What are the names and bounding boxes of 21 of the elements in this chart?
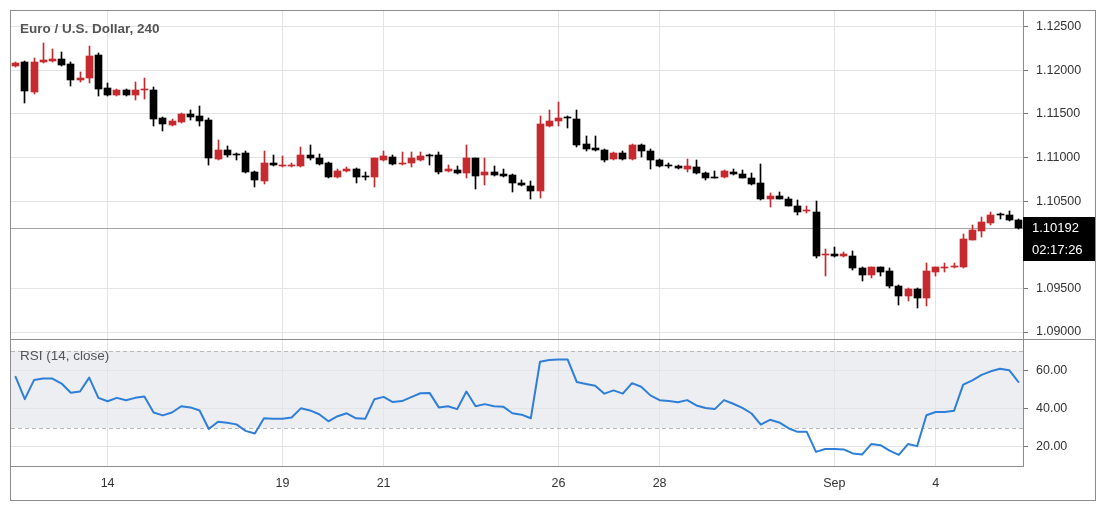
- x-tick-label: 19: [275, 475, 290, 490]
- y-tick-label: 1.12500: [1036, 19, 1082, 34]
- y-tick-label: 1.09000: [1036, 324, 1082, 339]
- x-tick-label: Sep: [823, 475, 846, 490]
- x-tick-label: 21: [376, 475, 391, 490]
- y-tick-label: 1.11000: [1036, 150, 1081, 165]
- ref-line-label: 1.10192: [1023, 217, 1095, 239]
- x-tick-label: 4: [932, 475, 940, 490]
- y-tick-label: 1.10500: [1036, 193, 1082, 208]
- y-tick-label: 40.00: [1036, 401, 1068, 416]
- y-tick-label: 1.12000: [1036, 62, 1082, 77]
- y-tick-label: 1.11500: [1036, 106, 1081, 121]
- text: Euro / U.S. Dollar, 240: [20, 21, 160, 37]
- x-tick-label: 28: [652, 475, 667, 490]
- y-tick-label: 20.00: [1036, 439, 1068, 454]
- text: RSI (14, close): [20, 348, 110, 364]
- text: 02:17:26: [1023, 239, 1095, 261]
- y-tick-label: 1.09500: [1036, 280, 1082, 295]
- x-tick-label: 26: [551, 475, 566, 490]
- x-tick-label: 14: [100, 475, 115, 490]
- y-tick-label: 60.00: [1036, 363, 1068, 377]
